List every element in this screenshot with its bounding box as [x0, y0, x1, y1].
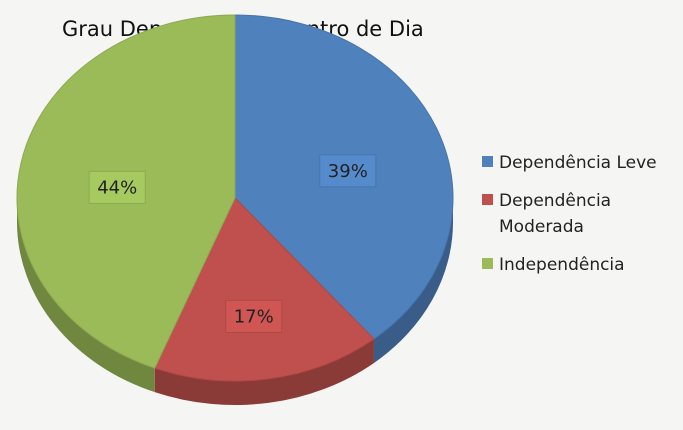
label-box — [319, 154, 377, 188]
legend-item: Dependência Leve — [482, 150, 677, 176]
legend-label: Dependência Leve — [499, 153, 657, 173]
slice-side — [154, 339, 374, 405]
label-box — [225, 299, 283, 333]
legend-swatch — [482, 258, 493, 269]
legend-swatch — [482, 156, 493, 167]
legend-item: Dependência Moderada — [482, 188, 677, 240]
data-label: 39% — [328, 161, 368, 182]
label-box — [88, 170, 146, 204]
legend-swatch — [482, 194, 493, 205]
data-label: 17% — [234, 306, 274, 327]
legend: Dependência Leve Dependência Moderada Inde… — [482, 150, 677, 290]
data-label: 44% — [97, 177, 137, 198]
legend-label: Independência — [499, 255, 625, 275]
slice-side — [373, 198, 453, 364]
legend-item: Independência — [482, 252, 677, 278]
legend-label: Dependência Moderada — [499, 191, 612, 237]
slice-side — [17, 198, 155, 393]
slice — [154, 197, 375, 382]
